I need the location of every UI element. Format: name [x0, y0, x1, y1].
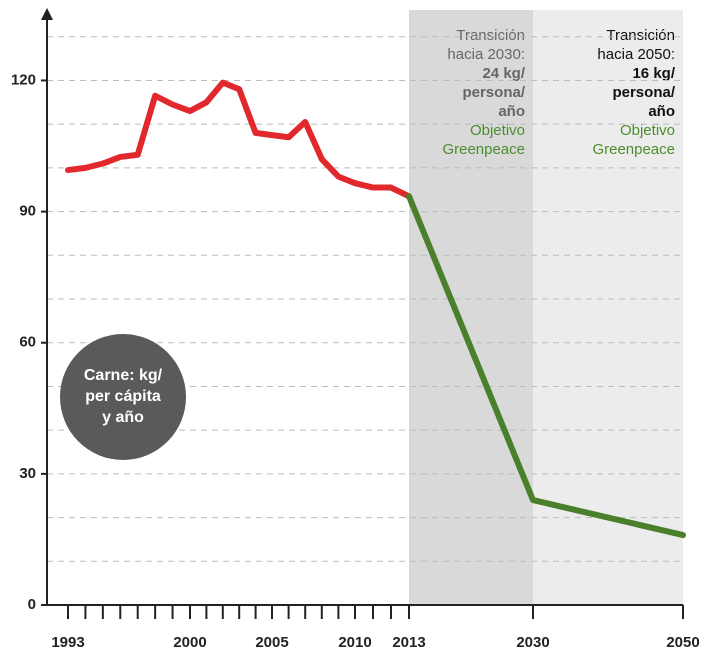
axis-label: per cápita — [85, 388, 161, 405]
y-tick-label: 120 — [11, 71, 36, 88]
axis-label: Carne: kg/ — [84, 367, 163, 384]
axis-label: y año — [102, 409, 144, 426]
x-tick-label: 2005 — [255, 634, 288, 651]
region-text: Transición — [456, 27, 525, 44]
region-text: Transición — [606, 27, 675, 44]
region-text: hacia 2030: — [447, 46, 525, 63]
y-tick-label: 30 — [19, 465, 36, 482]
x-tick-label: 2000 — [173, 634, 206, 651]
axis-label-badge — [60, 334, 186, 460]
y-tick-label: 90 — [19, 203, 36, 220]
data-line — [65, 79, 412, 200]
y-tick-label: 0 — [28, 596, 36, 613]
region-text: 16 kg/ — [632, 65, 675, 82]
region-text: persona/ — [612, 84, 675, 101]
region-text: Objetivo — [470, 122, 525, 139]
region-text: Greenpeace — [592, 141, 675, 158]
y-tick-label: 60 — [19, 334, 36, 351]
x-tick-label: 2030 — [516, 634, 549, 651]
y-axis-arrow — [41, 8, 53, 20]
region-text: año — [498, 103, 525, 120]
data-line — [406, 193, 686, 539]
region-text: Objetivo — [620, 122, 675, 139]
region-text: 24 kg/ — [482, 65, 525, 82]
x-tick-label: 2050 — [666, 634, 699, 651]
x-tick-label: 2010 — [338, 634, 371, 651]
region-text: año — [648, 103, 675, 120]
x-tick-label: 2013 — [392, 634, 425, 651]
x-tick-label: 1993 — [51, 634, 84, 651]
region-text: hacia 2050: — [597, 46, 675, 63]
region — [409, 10, 533, 605]
region-text: Greenpeace — [442, 141, 525, 158]
region-text: persona/ — [462, 84, 525, 101]
